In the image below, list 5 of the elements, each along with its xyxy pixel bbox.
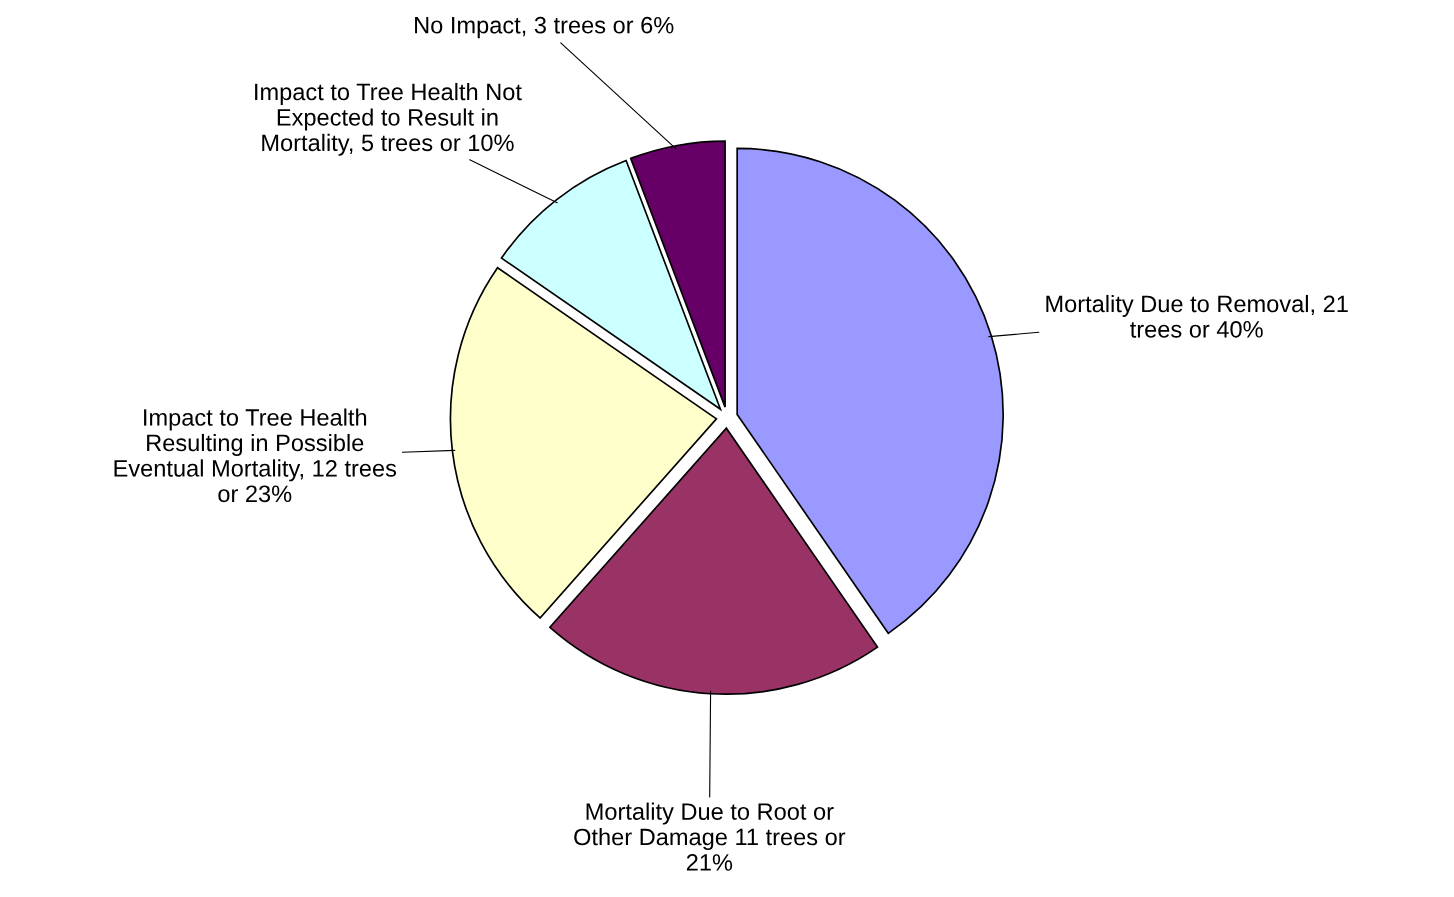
- slice-label: No Impact, 3 trees or 6%: [415, 16, 674, 39]
- slice-label: Mortality Due to Removal, 21 trees or 40%: [1046, 294, 1348, 338]
- slice-label: Mortality Due to Root or Other Damage 11 trees or 21%: [574, 802, 846, 871]
- slice-label: Impact to Tree Health Resulting in Possible Eventual Mortality, 12 trees or 23%: [114, 408, 397, 503]
- slice-label: Impact to Tree Health Not Expected to Result in Mortality, 5 trees or 10%: [255, 82, 522, 156]
